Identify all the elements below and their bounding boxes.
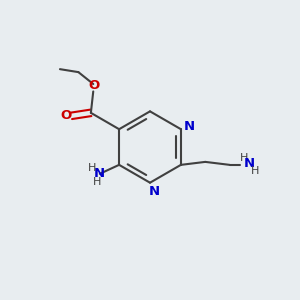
Text: N: N — [149, 184, 160, 197]
Text: H: H — [239, 153, 248, 163]
Text: H: H — [88, 163, 97, 173]
Text: N: N — [184, 120, 195, 133]
Text: H: H — [93, 177, 102, 187]
Text: N: N — [94, 167, 105, 180]
Text: O: O — [88, 79, 100, 92]
Text: H: H — [251, 166, 259, 176]
Text: O: O — [60, 109, 71, 122]
Text: N: N — [243, 157, 254, 169]
